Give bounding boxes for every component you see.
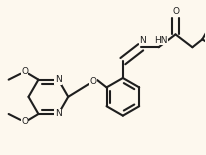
Text: HN: HN (154, 36, 167, 45)
Text: O: O (172, 7, 179, 16)
Text: O: O (90, 78, 97, 86)
Text: O: O (21, 117, 28, 126)
Text: N: N (55, 75, 62, 84)
Text: N: N (139, 36, 146, 45)
Text: O: O (21, 67, 28, 76)
Text: N: N (55, 109, 62, 118)
